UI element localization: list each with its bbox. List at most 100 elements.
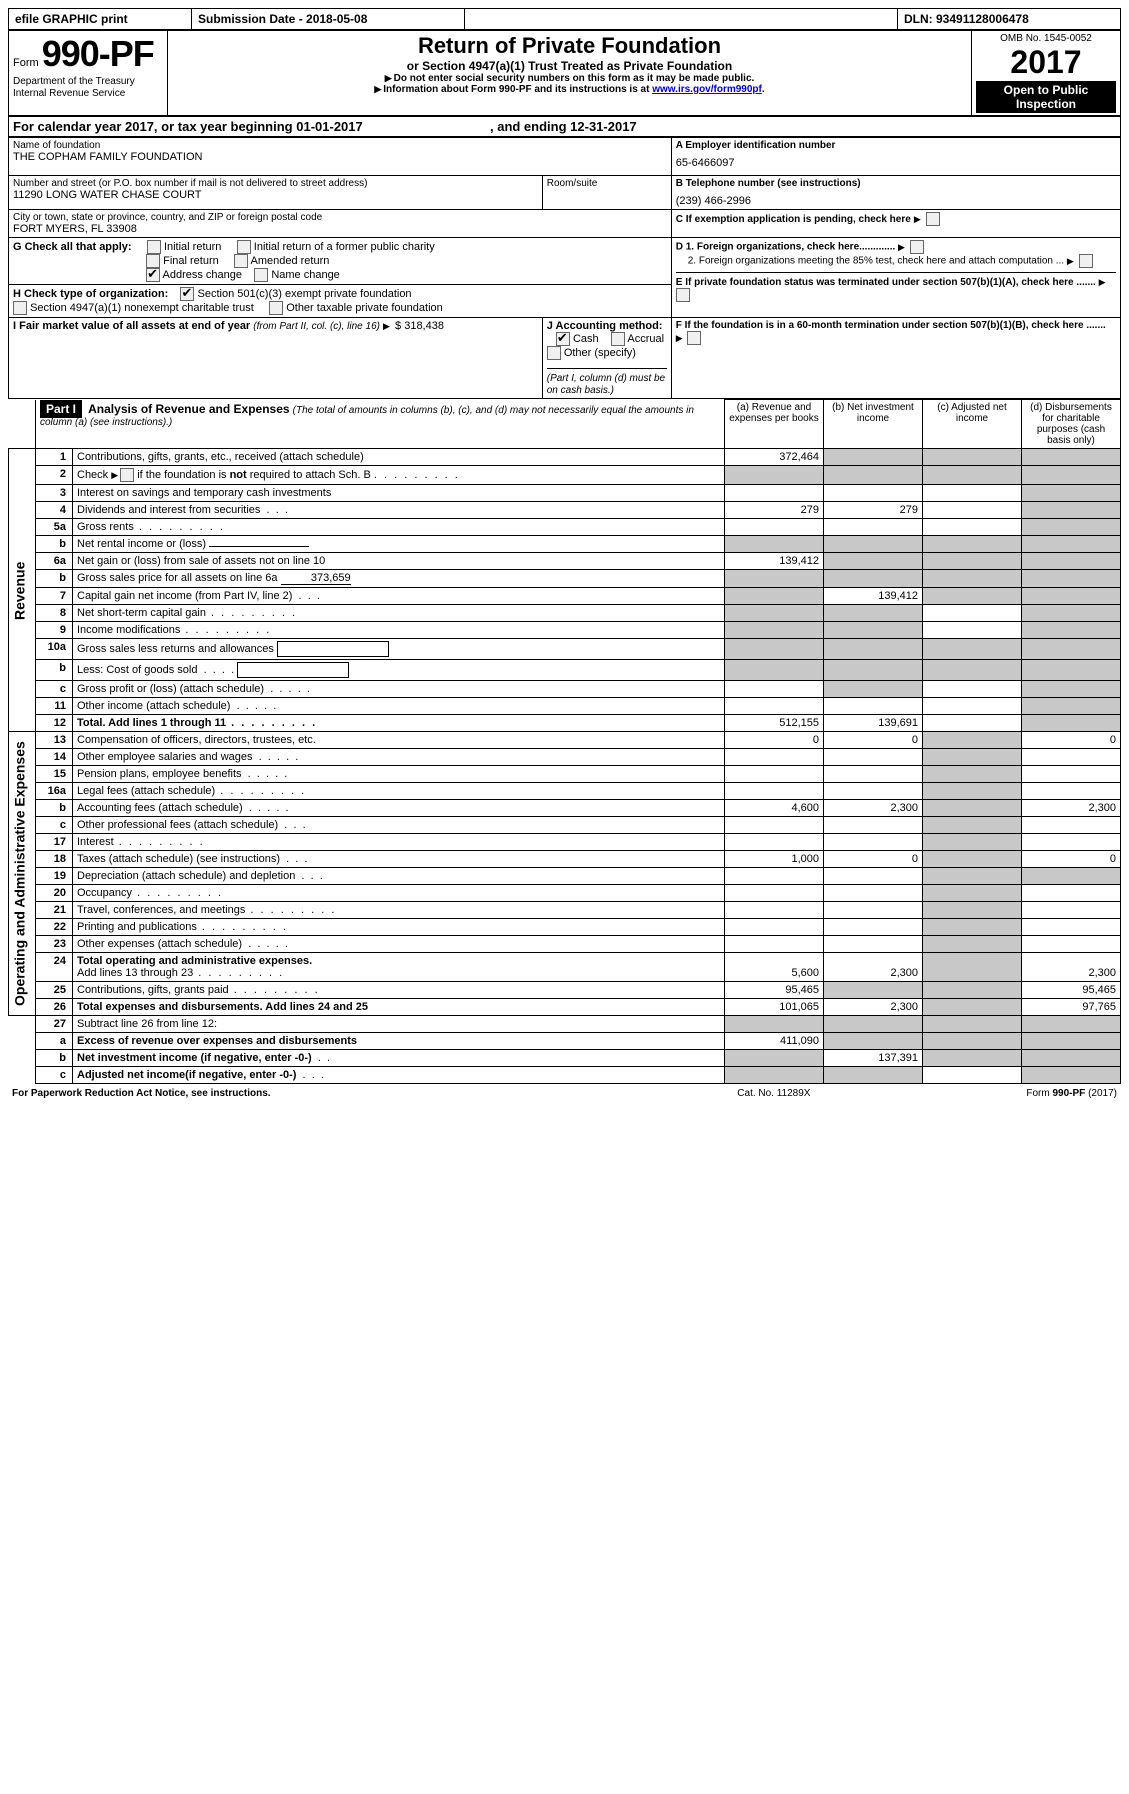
g-address-checkbox[interactable] <box>146 268 160 282</box>
h-other-checkbox[interactable] <box>269 301 283 315</box>
ein-label: A Employer identification number <box>676 140 1116 151</box>
l24-d: 2,300 <box>1022 953 1121 982</box>
efile-label: efile GRAPHIC print <box>9 9 192 30</box>
line-num: 23 <box>36 936 73 953</box>
line-num: b <box>36 800 73 817</box>
phone-value: (239) 466-2996 <box>676 195 1116 207</box>
d2-checkbox[interactable] <box>1079 254 1093 268</box>
col-a-header: (a) Revenue and expenses per books <box>725 400 824 449</box>
l24-b: 2,300 <box>824 953 923 982</box>
j-accrual-checkbox[interactable] <box>611 332 625 346</box>
line-num: 11 <box>36 698 73 715</box>
l16b-b: 2,300 <box>824 800 923 817</box>
ein-value: 65-6466097 <box>676 157 1116 169</box>
l24-a: 5,600 <box>725 953 824 982</box>
city-value: FORT MYERS, FL 33908 <box>13 223 667 235</box>
arrow-icon <box>111 469 120 481</box>
l25-desc: Contributions, gifts, grants paid <box>73 982 725 999</box>
line-num: c <box>36 817 73 834</box>
l18-b: 0 <box>824 851 923 868</box>
arrow-icon <box>914 213 923 225</box>
form-label: Form <box>13 57 39 69</box>
footer-right: Form 990-PF (2017) <box>875 1084 1121 1101</box>
identification-block: Name of foundation THE COPHAM FAMILY FOU… <box>8 137 1121 399</box>
l27b-b: 137,391 <box>824 1050 923 1067</box>
f-checkbox[interactable] <box>687 331 701 345</box>
c-checkbox[interactable] <box>926 212 940 226</box>
name-label: Name of foundation <box>13 140 667 151</box>
l1-a: 372,464 <box>725 449 824 466</box>
j-other-field[interactable] <box>547 368 667 369</box>
g-amended-checkbox[interactable] <box>234 254 248 268</box>
arrow-icon <box>374 84 383 95</box>
l1-c <box>923 449 1022 466</box>
h-4947-checkbox[interactable] <box>13 301 27 315</box>
room-label: Room/suite <box>547 178 667 189</box>
footer: For Paperwork Reduction Act Notice, see … <box>8 1084 1121 1101</box>
line-num: 25 <box>36 982 73 999</box>
g-initial-former-checkbox[interactable] <box>237 240 251 254</box>
g-initial-checkbox[interactable] <box>147 240 161 254</box>
l1-d <box>1022 449 1121 466</box>
line-num: 3 <box>36 485 73 502</box>
line-num: b <box>36 570 73 588</box>
l5b-field[interactable] <box>209 546 309 547</box>
l6b-value: 373,659 <box>281 572 351 585</box>
l1-b <box>824 449 923 466</box>
footer-left: For Paperwork Reduction Act Notice, see … <box>8 1084 673 1101</box>
i-value: $ 318,438 <box>395 320 444 332</box>
l16b-a: 4,600 <box>725 800 824 817</box>
l10a-field[interactable] <box>277 641 389 657</box>
g-amended: Amended return <box>251 255 330 267</box>
l24-desc: Total operating and administrative expen… <box>73 953 725 982</box>
col-d-header: (d) Disbursements for charitable purpose… <box>1022 400 1121 449</box>
l13-a: 0 <box>725 732 824 749</box>
l1-desc: Contributions, gifts, grants, etc., rece… <box>73 449 725 466</box>
irs-label: Internal Revenue Service <box>13 88 125 99</box>
cal-mid: , and ending <box>490 119 570 134</box>
h-other: Other taxable private foundation <box>286 302 443 314</box>
l5b-desc: Net rental income or (loss) <box>73 536 725 553</box>
l12-a: 512,155 <box>725 715 824 732</box>
form-title: Return of Private Foundation <box>172 33 967 59</box>
l27c-desc: Adjusted net income(if negative, enter -… <box>73 1067 725 1084</box>
h-label: H Check type of organization: <box>13 288 168 300</box>
l16b-desc: Accounting fees (attach schedule) . . . … <box>73 800 725 817</box>
l25-a: 95,465 <box>725 982 824 999</box>
l2-checkbox[interactable] <box>120 468 134 482</box>
d1-label: D 1. Foreign organizations, check here..… <box>676 242 896 253</box>
open-public-badge: Open to Public Inspection <box>976 81 1116 113</box>
h-4947: Section 4947(a)(1) nonexempt charitable … <box>30 302 254 314</box>
g-initial-former: Initial return of a former public charit… <box>254 241 435 253</box>
l27-desc: Subtract line 26 from line 12: <box>73 1016 725 1033</box>
i-label: I Fair market value of all assets at end… <box>13 320 253 332</box>
h-501c3-checkbox[interactable] <box>180 287 194 301</box>
line-num: 10a <box>36 639 73 660</box>
l23-desc: Other expenses (attach schedule) . . . .… <box>73 936 725 953</box>
line-num: 2 <box>36 466 73 485</box>
d1-checkbox[interactable] <box>910 240 924 254</box>
g-final: Final return <box>163 255 219 267</box>
line-num: c <box>36 1067 73 1084</box>
g-name-checkbox[interactable] <box>254 268 268 282</box>
arrow-icon <box>385 73 394 84</box>
d2-label: 2. Foreign organizations meeting the 85%… <box>688 256 1064 267</box>
l16c-desc: Other professional fees (attach schedule… <box>73 817 725 834</box>
expenses-vertical-label: Operating and Administrative Expenses <box>9 732 36 1016</box>
l10b-field[interactable] <box>237 662 349 678</box>
line-num: 5a <box>36 519 73 536</box>
l14-desc: Other employee salaries and wages . . . … <box>73 749 725 766</box>
line-num: 7 <box>36 588 73 605</box>
l25-d: 95,465 <box>1022 982 1121 999</box>
e-checkbox[interactable] <box>676 288 690 302</box>
line-num: b <box>36 660 73 681</box>
instructions-link[interactable]: www.irs.gov/form990pf <box>652 84 762 95</box>
j-note: (Part I, column (d) must be on cash basi… <box>547 373 665 396</box>
cal-end: 12-31-2017 <box>570 119 637 134</box>
j-other-checkbox[interactable] <box>547 346 561 360</box>
j-cash-checkbox[interactable] <box>556 332 570 346</box>
g-label: G Check all that apply: <box>13 241 132 253</box>
line-num: 8 <box>36 605 73 622</box>
line-num: 16a <box>36 783 73 800</box>
l16a-desc: Legal fees (attach schedule) <box>73 783 725 800</box>
